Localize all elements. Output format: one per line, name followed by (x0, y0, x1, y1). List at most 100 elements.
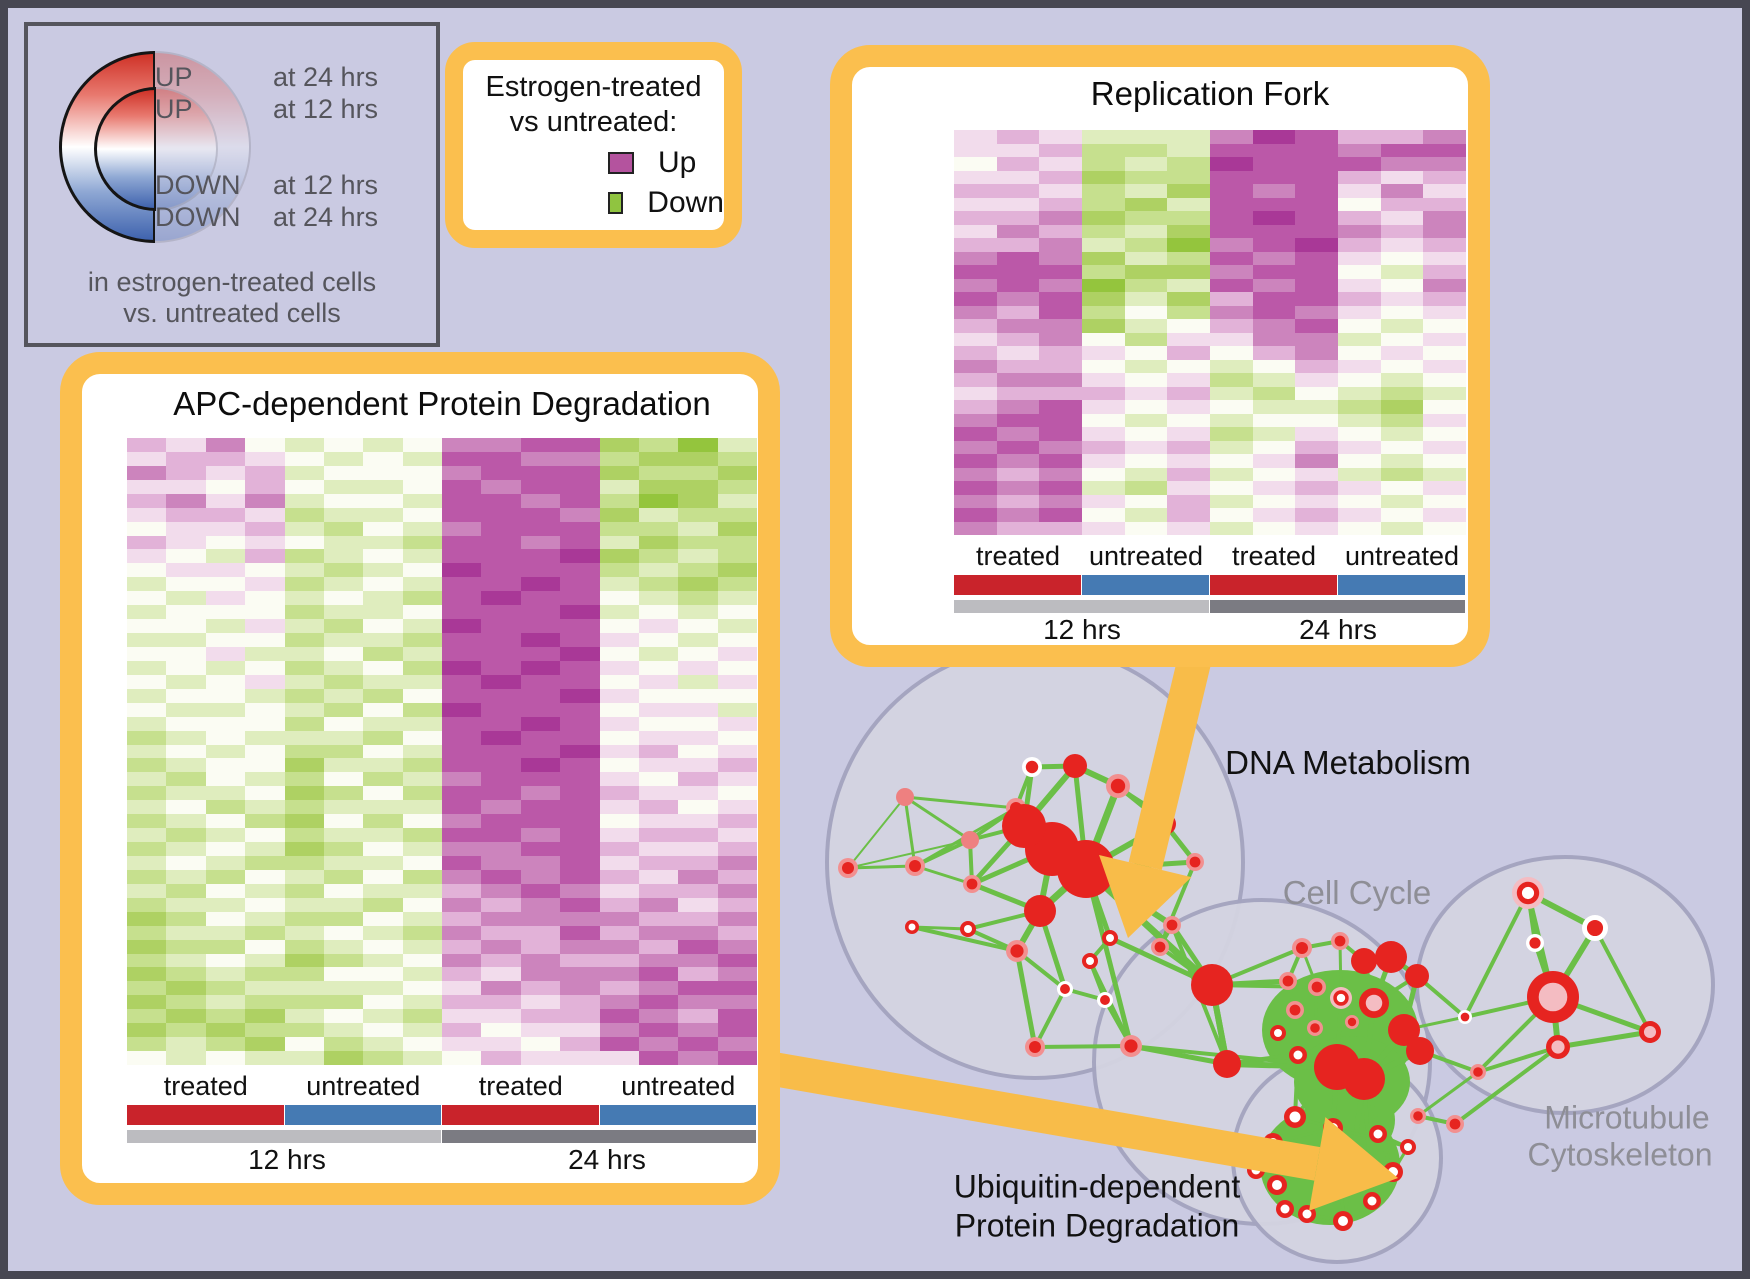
heatmap-cell (717, 535, 757, 550)
heatmap-cell (1295, 251, 1338, 265)
heatmap-cell (560, 1037, 600, 1052)
heatmap-cell (599, 479, 639, 494)
heatmap-cell (1338, 292, 1381, 306)
network-node-core (1311, 981, 1323, 993)
heatmap-cell (678, 688, 718, 703)
heatmap-cell (560, 1023, 600, 1038)
heatmap-cell (284, 730, 324, 745)
heatmap-cell (166, 521, 206, 536)
heatmap-cell (520, 995, 561, 1010)
heatmap-cell (599, 869, 639, 884)
heatmap-cell (996, 238, 1040, 252)
heatmap-cell (284, 1009, 324, 1024)
heatmap-cell (520, 535, 561, 550)
heatmap-cell (442, 828, 482, 843)
heatmap-cell (638, 897, 679, 912)
heatmap-cell (520, 507, 561, 522)
heatmap-cell (954, 494, 997, 508)
condition-label: treated (478, 1071, 563, 1101)
heatmap-cell (284, 800, 324, 815)
heatmap-cell (1380, 427, 1424, 441)
heatmap-cell (1380, 211, 1424, 225)
network-edge (847, 796, 906, 869)
heatmap-cell (1039, 440, 1082, 454)
heatmap-cell (1380, 130, 1424, 144)
heatmap-cell (1210, 346, 1253, 360)
heatmap-cell (284, 953, 324, 968)
heatmap-cell (442, 493, 482, 508)
heatmap-cell (323, 967, 364, 982)
network-node-core (1296, 942, 1308, 954)
network-node-open-center (1373, 1129, 1383, 1139)
heatmap-cell (996, 454, 1040, 468)
heatmap-cell (717, 730, 757, 745)
heatmap-cell (442, 577, 482, 592)
heatmap-cell (323, 605, 364, 620)
heatmap-cell (245, 702, 285, 717)
heatmap-cell (996, 265, 1040, 279)
heatmap-cell (599, 591, 639, 606)
heatmap-cell (245, 438, 285, 452)
network-node-core (1189, 856, 1201, 868)
heatmap-cell (1423, 440, 1466, 454)
heatmap-cell (1210, 211, 1253, 225)
heatmap-cell (599, 911, 639, 926)
heatmap-cell (1295, 386, 1338, 400)
heatmap-cell (717, 981, 757, 996)
heatmap-cell (481, 521, 521, 536)
heatmap-cell (166, 479, 206, 494)
heatmap-cell (363, 716, 403, 731)
heatmap-cell (1039, 467, 1082, 481)
heatmap-cell (284, 856, 324, 870)
heatmap-cell (678, 953, 718, 968)
heatmap-cell (402, 521, 442, 536)
heatmap-cell (1039, 143, 1082, 157)
heatmap-cell (520, 883, 561, 898)
time-label: 12 hrs (1043, 614, 1121, 645)
network-edge (910, 925, 1019, 953)
network-node-open-center (1274, 1029, 1282, 1037)
heatmap-cell (166, 549, 206, 564)
heatmap-cell (127, 438, 167, 452)
heatmap-cell (127, 786, 167, 801)
network-edge (903, 795, 1018, 810)
heatmap-cell (481, 674, 521, 689)
heatmap-cell (520, 897, 561, 912)
heatmap-cell (284, 772, 324, 787)
heatmap-cell (1210, 508, 1253, 522)
network-node-core (909, 860, 921, 872)
heatmap-cell (402, 716, 442, 731)
heatmap-cell (638, 758, 679, 773)
heatmap-cell (954, 319, 997, 333)
heatmap-cell (442, 647, 482, 661)
heatmap-cell (717, 800, 757, 815)
heatmap-cell (1210, 481, 1253, 495)
heatmap-cell (1252, 440, 1296, 454)
network-node-solid (1351, 948, 1377, 974)
heatmap-cell (520, 786, 561, 801)
heatmap-cell (1338, 359, 1381, 373)
heatmap-cell (717, 660, 757, 675)
heatmap-cell (520, 465, 561, 480)
time-bar (1210, 600, 1465, 613)
heatmap-cell (166, 967, 206, 982)
heatmap-cell (560, 605, 600, 620)
heatmap-cell (363, 660, 403, 675)
heatmap-cell (363, 633, 403, 647)
heatmap-cell (442, 619, 482, 634)
heatmap-cell (599, 939, 639, 954)
heatmap-cell (481, 535, 521, 550)
network-node-open-center (1272, 1180, 1282, 1190)
heatmap-cell (245, 674, 285, 689)
heatmap-cell (1210, 305, 1253, 319)
heatmap-cell (205, 702, 246, 717)
heatmap-cell (638, 465, 679, 480)
heatmap-grid (127, 438, 757, 1065)
network-edge (1416, 1070, 1480, 1118)
heatmap-cell (678, 633, 718, 647)
network-edge (903, 795, 972, 842)
network-node-core (1586, 919, 1604, 937)
heatmap-cell (954, 508, 997, 522)
heatmap-cell (166, 869, 206, 884)
heatmap-cell (127, 465, 167, 480)
